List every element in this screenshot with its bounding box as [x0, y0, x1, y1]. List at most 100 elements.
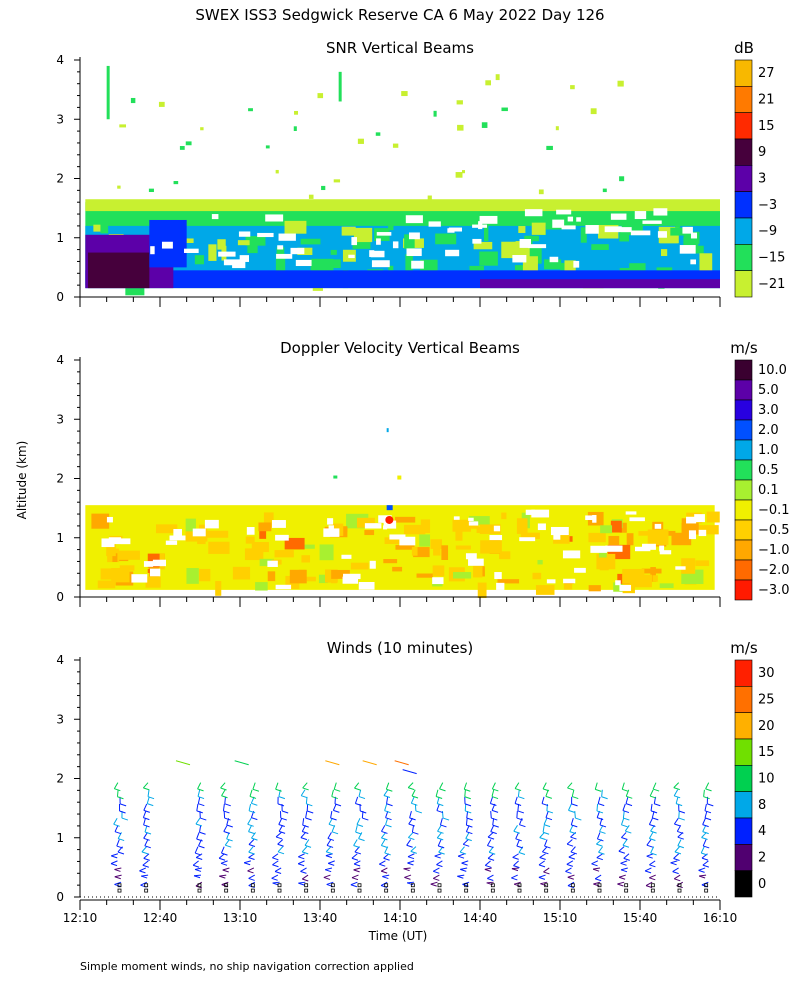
- doppler-gap: [204, 519, 219, 529]
- wind-barb: [197, 789, 201, 797]
- snr-patch: [93, 224, 103, 232]
- colorbar-swatch: [734, 765, 753, 792]
- doppler-patch: [419, 534, 431, 547]
- snr-speck: [617, 80, 624, 87]
- snr-gap: [561, 225, 576, 230]
- wind-barb: [591, 860, 599, 865]
- wind-barb: [351, 853, 358, 859]
- doppler-gap: [625, 511, 637, 515]
- wind-barb-flag: [324, 869, 332, 873]
- wind-barb: [247, 817, 252, 825]
- footnote: Simple moment winds, no ship navigation …: [80, 960, 414, 973]
- wind-barb: [249, 789, 253, 797]
- doppler-patch: [433, 541, 441, 556]
- snr-speck: [481, 122, 488, 128]
- wind-barb-flag: [539, 857, 546, 861]
- wind-barb: [513, 860, 519, 866]
- doppler-gap: [574, 567, 586, 573]
- wind-barb: [140, 881, 148, 886]
- wind-barb: [111, 853, 119, 857]
- wind-barb: [601, 789, 603, 797]
- wind-barb-flag: [326, 844, 334, 848]
- calm-marker: [464, 888, 469, 893]
- calm-marker: [384, 883, 389, 888]
- wind-barb: [116, 789, 119, 797]
- colorbar-swatch: [734, 439, 753, 461]
- wind-barb: [220, 782, 226, 789]
- colorbar-swatch: [734, 165, 753, 192]
- wind-barb-flag: [383, 795, 391, 799]
- doppler-patch: [468, 516, 490, 526]
- wind-barb: [143, 803, 148, 811]
- snr-gap: [223, 259, 244, 266]
- doppler-gap: [120, 538, 131, 545]
- wind-barb-flag: [302, 878, 309, 882]
- doppler-patch: [331, 569, 350, 579]
- wind-barb-flag: [512, 856, 519, 860]
- wind-barb: [512, 853, 519, 858]
- wind-barb-flag: [702, 864, 710, 868]
- wind-barb-flag: [355, 803, 362, 806]
- calm-marker: [597, 888, 602, 893]
- wind-barb-flag: [565, 870, 572, 874]
- wind-barb: [625, 796, 629, 804]
- wind-barb: [644, 867, 652, 872]
- wind-barb-flag: [334, 803, 342, 807]
- snr-gap: [371, 260, 390, 268]
- wind-barb: [464, 803, 467, 811]
- snr-patch: [100, 220, 109, 234]
- wind-barb-flag: [620, 862, 627, 866]
- wind-barb: [251, 832, 256, 839]
- doppler-patch: [263, 512, 274, 527]
- calm-marker: [277, 883, 282, 888]
- wind-barb-flag: [698, 875, 706, 879]
- wind-barb-flag: [437, 830, 444, 834]
- wind-barb-upper: [325, 760, 340, 766]
- wind-barb-flag: [598, 851, 605, 855]
- figure-title: SWEX ISS3 Sedgwick Reserve CA 6 May 2022…: [195, 6, 604, 24]
- wind-barb: [434, 853, 442, 857]
- doppler-patch: [659, 583, 674, 589]
- wind-barb-flag: [197, 796, 205, 800]
- wind-barb: [219, 874, 227, 877]
- wind-barb: [224, 839, 230, 846]
- doppler-speck: [397, 475, 402, 480]
- wind-barb-flag: [595, 878, 602, 882]
- snr-gap: [290, 247, 305, 255]
- wind-barb: [484, 867, 492, 870]
- y-tick-label: 1: [56, 231, 64, 245]
- wind-barb-flag: [545, 795, 553, 799]
- wind-barb: [407, 782, 414, 788]
- wind-barb-flag: [650, 830, 657, 834]
- wind-barb-flag: [278, 796, 286, 800]
- wind-barb: [277, 839, 284, 845]
- doppler-gap: [531, 509, 550, 518]
- wind-barb: [542, 782, 547, 790]
- wind-barb-flag: [701, 837, 708, 840]
- doppler-patch: [598, 549, 607, 558]
- doppler-gap: [389, 534, 406, 540]
- wind-barb-flag: [626, 795, 633, 799]
- wind-barb: [406, 839, 412, 846]
- calm-marker: [197, 888, 202, 893]
- wind-barb-flag: [111, 855, 118, 859]
- wind-barb-flag: [597, 838, 604, 842]
- wind-barb: [301, 874, 309, 880]
- y-tick-label: 3: [56, 712, 64, 726]
- doppler-patch: [350, 562, 369, 570]
- wind-barb-flag: [466, 817, 473, 821]
- x-tick-label: 14:40: [463, 911, 498, 925]
- y-tick-label: 0: [56, 890, 64, 904]
- wind-barb-flag: [572, 796, 579, 800]
- snr-patch: [483, 224, 489, 242]
- wind-barb: [272, 860, 279, 866]
- doppler-patch: [681, 522, 699, 535]
- wind-barb-flag: [464, 803, 472, 807]
- doppler-patch: [392, 566, 403, 572]
- wind-barb-flag: [328, 823, 336, 827]
- wind-barb-flag: [360, 810, 367, 814]
- wind-barb: [702, 817, 706, 825]
- wind-barb: [351, 874, 359, 879]
- wind-barb: [139, 867, 147, 872]
- snr-gap: [478, 221, 483, 230]
